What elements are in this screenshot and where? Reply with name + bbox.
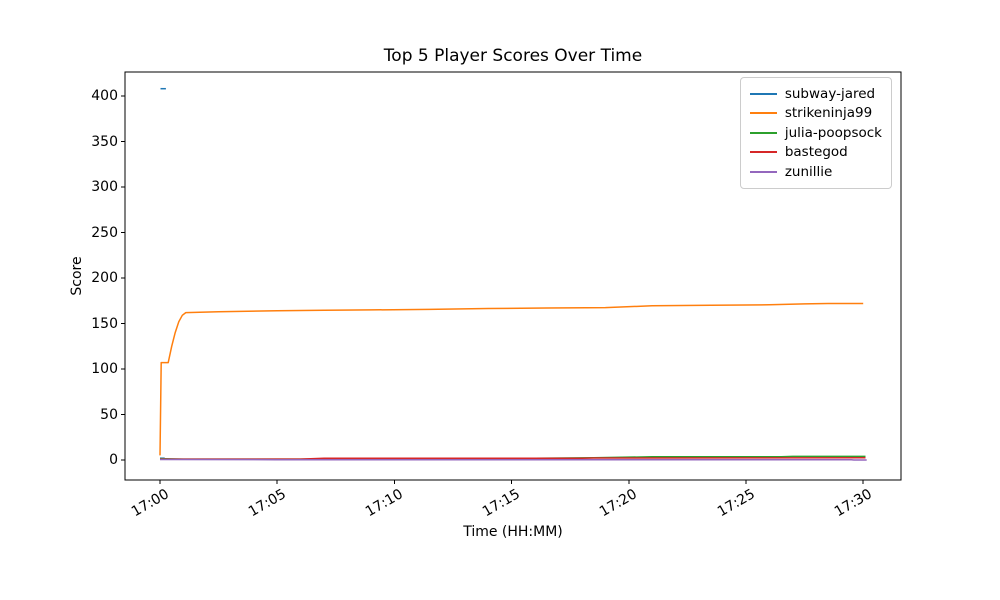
legend-label: zunillie — [784, 163, 833, 180]
y-tick-label: 50 — [100, 406, 118, 423]
x-axis-label: Time (HH:MM) — [463, 524, 563, 540]
legend-label: subway-jared — [784, 85, 876, 102]
legend-label: strikeninja99 — [784, 105, 873, 122]
y-tick-label: 400 — [91, 88, 118, 104]
chart-title: Top 5 Player Scores Over Time — [383, 46, 643, 66]
legend-line-sample — [749, 170, 777, 173]
series-line-bastegod — [160, 456, 866, 460]
legend-label: bastegod — [784, 144, 848, 161]
data-lines — [159, 87, 867, 461]
y-tick-label: 150 — [91, 315, 118, 332]
y-tick-label: 300 — [91, 179, 118, 195]
legend-line-sample — [749, 151, 777, 154]
legend-entry: julia-poopsock — [749, 123, 882, 143]
y-tick-label: 200 — [91, 270, 118, 286]
legend-line-sample — [749, 92, 777, 95]
y-tick-label: 100 — [91, 361, 118, 377]
series-line-zunillie — [159, 458, 867, 461]
series-line-strikeninja99 — [159, 302, 864, 456]
legend-entry: zunillie — [749, 162, 882, 182]
y-tick-label: 0 — [109, 452, 118, 468]
y-tick-label: 350 — [91, 133, 118, 150]
legend-entry: bastegod — [749, 143, 882, 163]
axes-spines-ticks — [121, 71, 902, 484]
legend: subway-jared strikeninja99 julia-poopsock b… — [739, 77, 892, 189]
legend-line-sample — [749, 131, 777, 134]
legend-entry: subway-jared — [749, 84, 882, 104]
legend-label: julia-poopsock — [784, 124, 882, 141]
y-tick-label: 250 — [91, 224, 118, 241]
legend-entry: strikeninja99 — [749, 104, 882, 124]
legend-line-sample — [749, 112, 777, 115]
